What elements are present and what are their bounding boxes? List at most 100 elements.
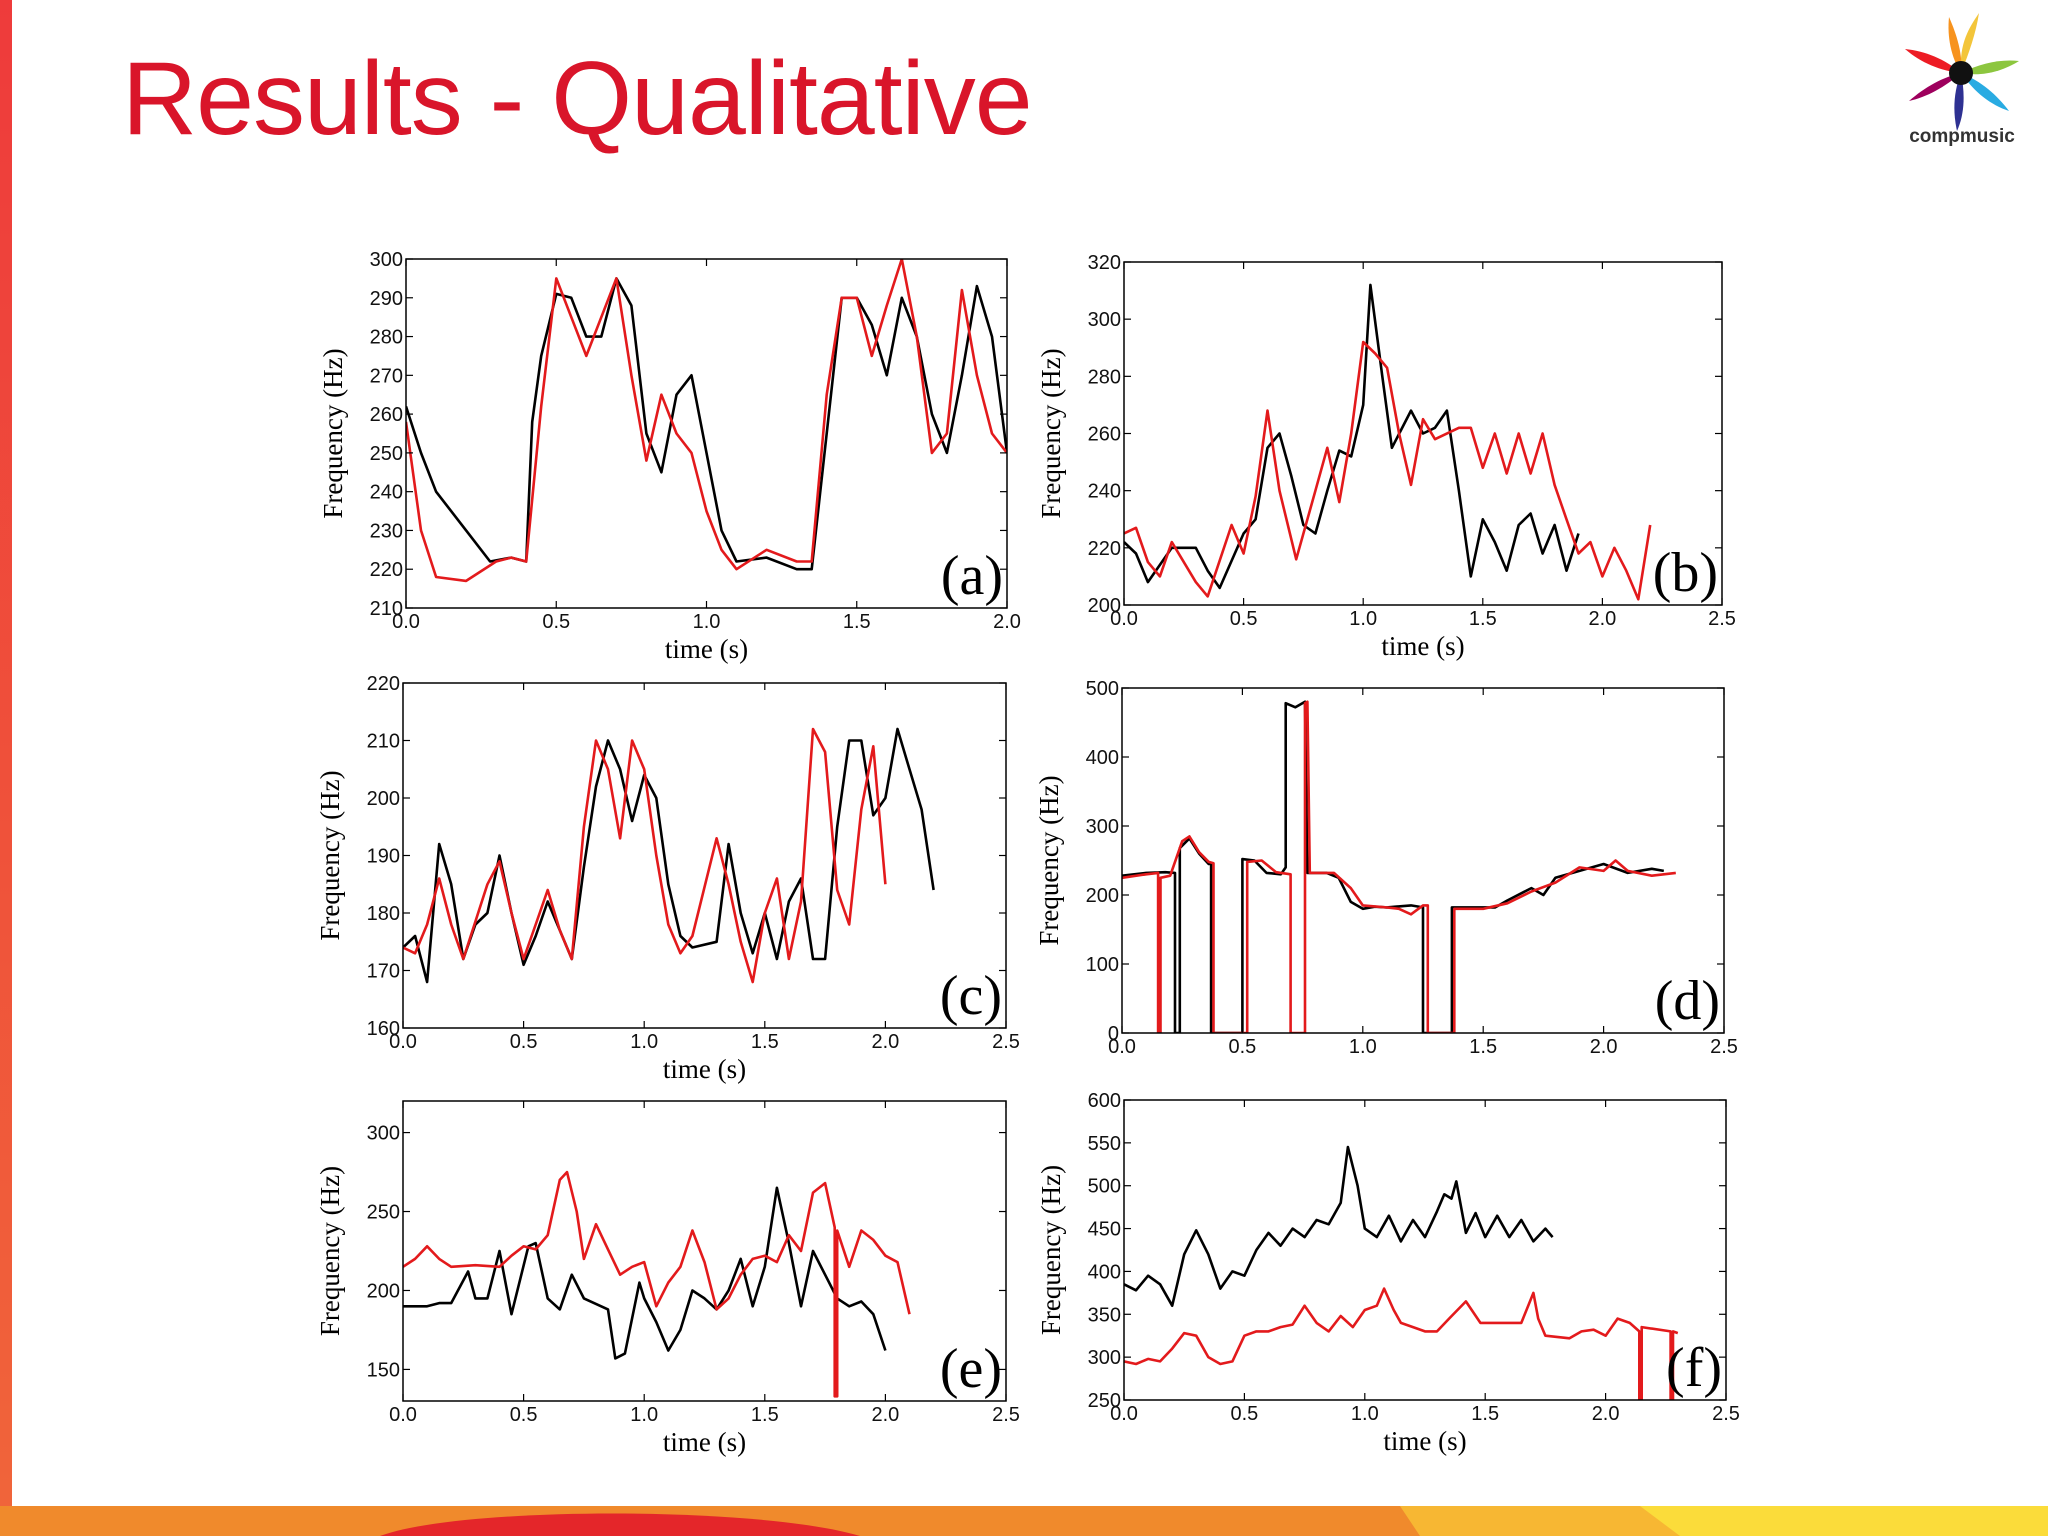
x-tick-label-f-1: 0.5 (1230, 1403, 1258, 1425)
x-tick-label-e-1: 0.5 (510, 1404, 538, 1426)
y-tick-label-d-3: 300 (1086, 816, 1119, 838)
y-tick-label-d-5: 500 (1086, 678, 1119, 700)
y-tick-label-f-2: 350 (1088, 1304, 1121, 1326)
chart-panel-f: 0.0 0.5 1.0 1.5 2.0 2.5 250 300 350 400 450 500 550 6… (1036, 1090, 1740, 1456)
logo-text: compmusic (1909, 126, 2015, 147)
y-tick-label-a-6: 270 (370, 365, 403, 387)
y-tick-label-b-4: 280 (1088, 366, 1121, 388)
y-tick-label-c-2: 180 (367, 903, 400, 925)
chart-panel-b: 0.0 0.5 1.0 1.5 2.0 2.5 200 220 240 260 280 300 320 t… (1036, 252, 1736, 661)
x-axis-label-c: time (s) (663, 1054, 746, 1084)
y-tick-label-a-5: 260 (370, 404, 403, 426)
y-tick-label-f-6: 550 (1088, 1133, 1121, 1155)
y-tick-label-c-1: 170 (367, 961, 400, 983)
y-tick-label-a-0: 210 (370, 598, 403, 620)
x-tick-label-a-4: 2.0 (993, 611, 1021, 633)
series-line-c-black (403, 727, 935, 984)
x-tick-label-d-0: 0.0 (1108, 1036, 1136, 1058)
x-tick-label-e-0: 0.0 (389, 1404, 417, 1426)
x-axis-label-b: time (s) (1381, 631, 1464, 661)
y-tick-label-d-2: 200 (1086, 885, 1119, 907)
series-line-f-red (1124, 1287, 1679, 1400)
x-tick-label-d-3: 1.5 (1469, 1036, 1497, 1058)
y-tick-label-a-1: 220 (370, 559, 403, 581)
y-tick-label-c-6: 220 (367, 673, 400, 695)
compmusic-logo-icon (1905, 13, 2019, 131)
panel-label-e: (e) (940, 1338, 1002, 1400)
chart-panel-d: 0.0 0.5 1.0 1.5 2.0 2.5 0 100 200 300 400 500 Freque… (1034, 678, 1738, 1058)
y-axis-label-b: Frequency (Hz) (1036, 348, 1066, 518)
y-tick-label-f-1: 300 (1088, 1347, 1121, 1369)
x-tick-label-c-4: 2.0 (871, 1031, 899, 1053)
y-tick-label-a-4: 250 (370, 443, 403, 465)
x-tick-label-e-2: 1.0 (630, 1404, 658, 1426)
x-tick-label-a-0: 0.0 (392, 611, 420, 633)
panel-label-d: (d) (1655, 970, 1720, 1032)
panel-label-a: (a) (941, 545, 1003, 607)
series-line-f-black (1124, 1145, 1554, 1307)
y-tick-label-e-2: 250 (367, 1202, 400, 1224)
y-axis-label-d: Frequency (Hz) (1034, 775, 1064, 945)
x-tick-label-d-5: 2.5 (1710, 1036, 1738, 1058)
series-line-b-red (1124, 340, 1652, 601)
x-tick-label-b-2: 1.0 (1349, 608, 1377, 630)
y-tick-label-a-2: 230 (370, 520, 403, 542)
y-tick-label-b-0: 200 (1088, 595, 1121, 617)
y-tick-label-b-1: 220 (1088, 538, 1121, 560)
panel-label-c: (c) (940, 965, 1002, 1027)
y-axis-label-e: Frequency (Hz) (315, 1166, 345, 1336)
x-tick-label-b-3: 1.5 (1469, 608, 1497, 630)
x-tick-label-e-5: 2.5 (992, 1404, 1020, 1426)
y-tick-label-a-7: 280 (370, 327, 403, 349)
x-tick-label-b-5: 2.5 (1708, 608, 1736, 630)
panel-label-b: (b) (1653, 542, 1718, 604)
y-tick-label-c-3: 190 (367, 846, 400, 868)
y-tick-label-c-0: 160 (367, 1018, 400, 1040)
x-tick-label-f-0: 0.0 (1110, 1403, 1138, 1425)
chart-panel-c: 0.0 0.5 1.0 1.5 2.0 2.5 160 170 180 190 200 210 220 t… (315, 673, 1020, 1084)
y-tick-label-f-7: 600 (1088, 1090, 1121, 1112)
x-tick-label-a-3: 1.5 (843, 611, 871, 633)
y-tick-label-e-0: 150 (367, 1359, 400, 1381)
y-tick-label-f-3: 400 (1088, 1261, 1121, 1283)
y-tick-label-f-0: 250 (1088, 1390, 1121, 1412)
y-tick-label-f-4: 450 (1088, 1219, 1121, 1241)
y-tick-label-d-4: 400 (1086, 747, 1119, 769)
plot-frame-e (402, 1100, 1007, 1402)
plot-frame-a (405, 258, 1008, 609)
plot-frame-c (402, 682, 1007, 1029)
x-tick-label-c-2: 1.0 (630, 1031, 658, 1053)
series-line-a-red (406, 259, 1007, 583)
series-line-d-red (1122, 700, 1676, 1033)
y-tick-label-a-8: 290 (370, 288, 403, 310)
y-tick-label-b-6: 320 (1088, 252, 1121, 274)
y-tick-label-c-5: 210 (367, 731, 400, 753)
x-axis-label-a: time (s) (665, 634, 748, 664)
chart-panel-e: 0.0 0.5 1.0 1.5 2.0 2.5 150 200 250 300 time (s) Fr… (315, 1100, 1020, 1457)
y-tick-label-b-3: 260 (1088, 424, 1121, 446)
y-axis-label-a: Frequency (Hz) (318, 348, 348, 518)
slide-title: Results - Qualitative (122, 41, 1033, 157)
x-tick-label-d-2: 1.0 (1349, 1036, 1377, 1058)
x-tick-label-d-4: 2.0 (1590, 1036, 1618, 1058)
x-tick-label-e-3: 1.5 (751, 1404, 779, 1426)
y-tick-label-b-2: 240 (1088, 481, 1121, 503)
x-tick-label-b-0: 0.0 (1110, 608, 1138, 630)
x-tick-label-d-1: 0.5 (1228, 1036, 1256, 1058)
y-tick-label-d-1: 100 (1086, 954, 1119, 976)
plot-frame-d (1121, 687, 1725, 1034)
x-tick-label-e-4: 2.0 (871, 1404, 899, 1426)
y-tick-label-a-3: 240 (370, 482, 403, 504)
x-axis-label-e: time (s) (663, 1427, 746, 1457)
series-line-e-red (403, 1170, 911, 1398)
series-line-a-black (406, 277, 1007, 571)
x-axis-label-f: time (s) (1383, 1426, 1466, 1456)
y-tick-label-d-0: 0 (1108, 1023, 1119, 1045)
left-accent-stripe (0, 0, 12, 1536)
x-tick-label-c-1: 0.5 (510, 1031, 538, 1053)
series-line-c-red (403, 727, 887, 984)
x-tick-label-a-2: 1.0 (693, 611, 721, 633)
plot-frame-f (1123, 1099, 1727, 1401)
panel-label-f: (f) (1666, 1337, 1722, 1399)
